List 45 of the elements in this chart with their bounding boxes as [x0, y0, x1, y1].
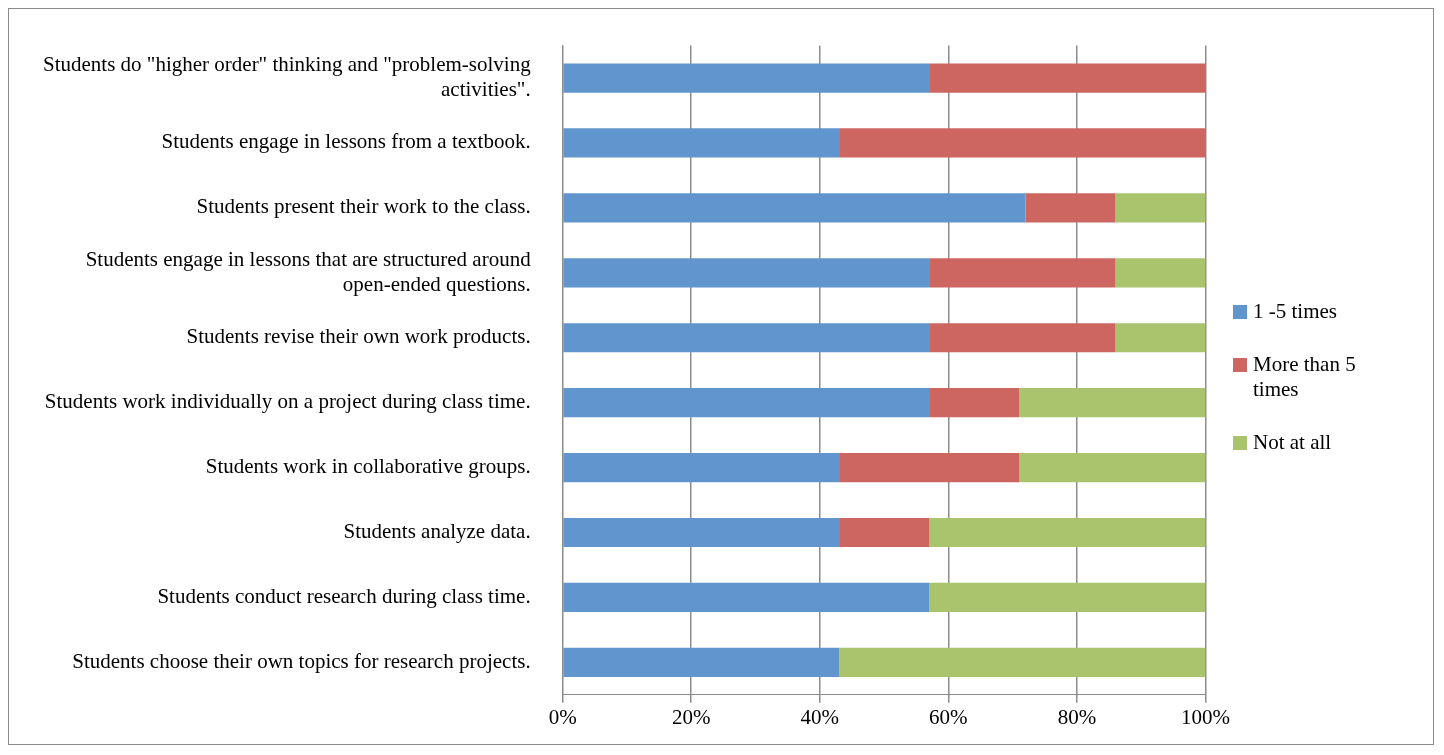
legend-label: 1 -5 times [1253, 298, 1338, 324]
x-tick-label: 60% [929, 704, 968, 729]
bar [929, 582, 1206, 613]
y-tick-label: Students choose their own topics for research projects. [72, 648, 531, 673]
bar [563, 388, 930, 418]
y-tick-label: Students conduct research during class time. [157, 583, 531, 608]
bar [839, 647, 1206, 677]
bar [929, 323, 1116, 353]
bar [563, 582, 930, 613]
y-tick-label: Students work individually on a project during class time. [44, 389, 531, 414]
bar [839, 517, 930, 548]
y-tick-label: Students engage in lessons from a textbook. [161, 129, 531, 154]
bar [839, 128, 1206, 158]
y-tick-label: Students do "higher order" thinking and "problem-solving activities". [43, 51, 532, 102]
y-tick-label: Students revise their own work products. [186, 324, 531, 349]
x-tick-label: 20% [671, 704, 711, 729]
y-tick-label: Students work in collaborative groups. [205, 454, 531, 479]
bar [929, 63, 1206, 93]
bar [1019, 452, 1206, 483]
bar [563, 517, 840, 548]
bar [1019, 388, 1206, 418]
bar [1115, 193, 1206, 223]
bar [563, 63, 930, 93]
bar [563, 128, 840, 158]
legend-label: More than 5 times [1253, 351, 1357, 402]
x-tick-label: 0% [548, 704, 577, 729]
bar [563, 452, 840, 483]
bar [563, 193, 1026, 223]
x-tick-label: 80% [1057, 704, 1097, 729]
bar [929, 258, 1116, 288]
bar [1115, 258, 1206, 288]
bar [563, 647, 840, 677]
y-tick-label: Students engage in lessons that are structured around open-ended questions. [85, 246, 532, 296]
x-tick-label: 40% [800, 704, 840, 729]
bar [563, 258, 930, 288]
y-tick-label: Students analyze data. [343, 519, 531, 544]
bar [929, 517, 1206, 548]
bar [1115, 323, 1206, 353]
x-tick-label: 100% [1181, 704, 1230, 729]
bar [1025, 193, 1116, 223]
bar [563, 323, 930, 353]
legend-label: Not at all [1253, 429, 1333, 455]
bar [929, 388, 1020, 418]
bar [839, 452, 1020, 483]
y-tick-label: Students present their work to the class. [196, 194, 531, 219]
